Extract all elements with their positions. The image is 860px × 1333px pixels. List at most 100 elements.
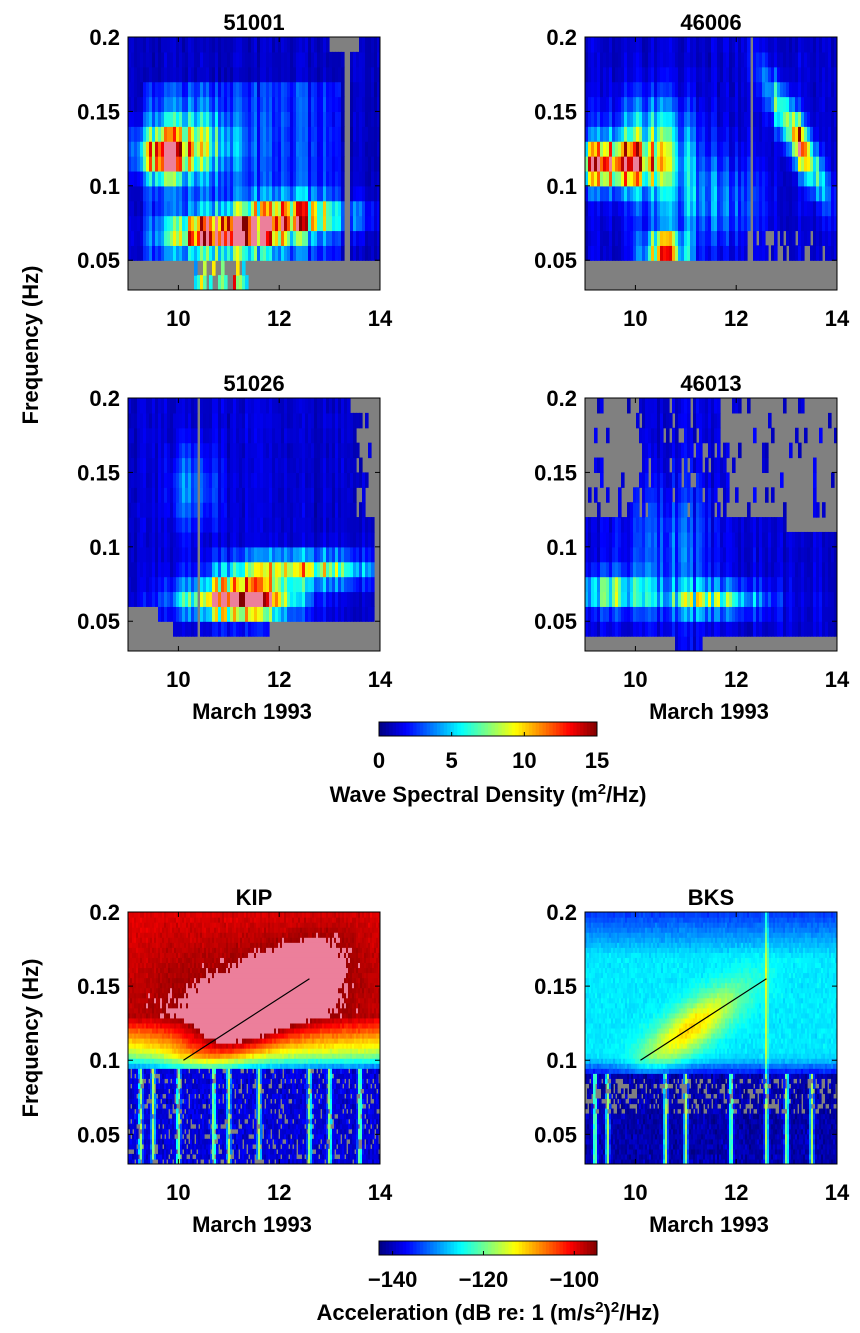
heatmap-cell bbox=[819, 621, 823, 637]
heatmap-cell bbox=[705, 412, 709, 429]
heatmap-cell bbox=[657, 126, 661, 142]
heatmap-cell bbox=[242, 517, 246, 533]
heatmap-cell bbox=[302, 126, 306, 142]
heatmap-cell bbox=[146, 156, 150, 172]
heatmap-cell bbox=[191, 37, 195, 53]
heatmap-cell bbox=[167, 215, 171, 232]
heatmap-cell bbox=[290, 457, 294, 474]
heatmap-cell bbox=[774, 546, 778, 563]
heatmap-cell bbox=[774, 561, 778, 578]
heatmap-cell bbox=[834, 230, 837, 246]
heatmap-cell bbox=[699, 170, 703, 187]
heatmap-cell bbox=[702, 96, 706, 113]
heatmap-cell bbox=[335, 245, 339, 261]
y-tick-label: 0.05 bbox=[77, 609, 120, 634]
heatmap-cell bbox=[789, 215, 793, 232]
heatmap-cell bbox=[128, 1083, 131, 1089]
heatmap-cell bbox=[260, 487, 264, 503]
heatmap-cell bbox=[203, 275, 207, 290]
heatmap-cell bbox=[603, 561, 607, 578]
heatmap-cell bbox=[155, 230, 159, 246]
heatmap-cell bbox=[690, 621, 694, 637]
heatmap-cell bbox=[663, 606, 667, 622]
heatmap-cell bbox=[221, 230, 225, 246]
heatmap-cell bbox=[200, 111, 204, 127]
heatmap-cell bbox=[708, 472, 712, 488]
heatmap-cell bbox=[134, 245, 138, 261]
heatmap-cell bbox=[320, 517, 324, 533]
heatmap-cell bbox=[138, 1012, 141, 1019]
heatmap-cell bbox=[128, 957, 131, 963]
heatmap-cell bbox=[136, 1103, 139, 1110]
heatmap-cell bbox=[245, 126, 249, 142]
heatmap-cell bbox=[738, 245, 742, 261]
heatmap-cell bbox=[648, 96, 652, 113]
heatmap-cell bbox=[750, 606, 754, 622]
heatmap-cell bbox=[699, 111, 703, 127]
heatmap-cell bbox=[230, 185, 234, 202]
heatmap-cell bbox=[188, 170, 192, 187]
heatmap-cell bbox=[248, 517, 252, 533]
heatmap-cell bbox=[137, 245, 141, 261]
heatmap-cell bbox=[801, 156, 805, 172]
heatmap-cell bbox=[702, 200, 706, 217]
heatmap-cell bbox=[762, 66, 766, 83]
heatmap-cell bbox=[828, 531, 832, 548]
heatmap-cell bbox=[684, 576, 688, 593]
heatmap-cell bbox=[128, 245, 132, 261]
heatmap-cell bbox=[819, 606, 823, 622]
heatmap-cell bbox=[251, 576, 255, 593]
heatmap-cell bbox=[344, 487, 348, 503]
heatmap-cell bbox=[305, 170, 309, 187]
heatmap-cell bbox=[744, 576, 748, 593]
heatmap-cell bbox=[212, 398, 216, 414]
heatmap-cell bbox=[663, 156, 667, 172]
heatmap-cell bbox=[621, 37, 625, 53]
heatmap-cell bbox=[684, 245, 688, 261]
heatmap-cell bbox=[341, 442, 345, 459]
heatmap-cell bbox=[618, 546, 622, 563]
heatmap-cell bbox=[134, 1007, 137, 1014]
heatmap-cell bbox=[678, 636, 682, 651]
heatmap-cell bbox=[612, 621, 616, 637]
heatmap-cell bbox=[660, 96, 664, 113]
heatmap-cell bbox=[657, 546, 661, 563]
heatmap-cell bbox=[251, 487, 255, 503]
heatmap-cell bbox=[221, 621, 225, 637]
heatmap-cell bbox=[684, 215, 688, 232]
heatmap-cell bbox=[197, 275, 201, 290]
heatmap-cell bbox=[768, 156, 772, 172]
heatmap-cell bbox=[164, 576, 168, 593]
heatmap-cell bbox=[317, 215, 321, 232]
heatmap-cell bbox=[651, 215, 655, 232]
heatmap-cell bbox=[777, 51, 781, 68]
heatmap-cell bbox=[723, 37, 727, 53]
heatmap-cell bbox=[230, 398, 234, 414]
heatmap-cell bbox=[203, 606, 207, 622]
heatmap-cell bbox=[588, 576, 592, 593]
heatmap-cell bbox=[341, 531, 345, 548]
heatmap-cell bbox=[131, 66, 135, 83]
heatmap-cell bbox=[666, 230, 670, 246]
heatmap-cell bbox=[260, 96, 264, 113]
heatmap-cell bbox=[191, 561, 195, 578]
heatmap-cell bbox=[774, 96, 778, 113]
heatmap-cell bbox=[158, 245, 162, 261]
heatmap-cell bbox=[627, 502, 631, 518]
heatmap-cell bbox=[182, 517, 186, 533]
heatmap-cell bbox=[834, 546, 837, 563]
heatmap-cell bbox=[296, 502, 300, 518]
heatmap-cell bbox=[185, 185, 189, 202]
heatmap-cell bbox=[636, 576, 640, 593]
heatmap-cell bbox=[179, 245, 183, 261]
heatmap-cell bbox=[149, 591, 153, 607]
heatmap-cell bbox=[320, 472, 324, 488]
heatmap-cell bbox=[130, 1098, 133, 1105]
heatmap-cell bbox=[774, 591, 778, 607]
heatmap-cell bbox=[134, 1002, 137, 1009]
heatmap-cell bbox=[672, 66, 676, 83]
x-tick-label: 10 bbox=[166, 306, 190, 331]
heatmap-cell bbox=[287, 412, 291, 429]
heatmap-cell bbox=[804, 126, 808, 142]
heatmap-cell bbox=[594, 200, 598, 217]
